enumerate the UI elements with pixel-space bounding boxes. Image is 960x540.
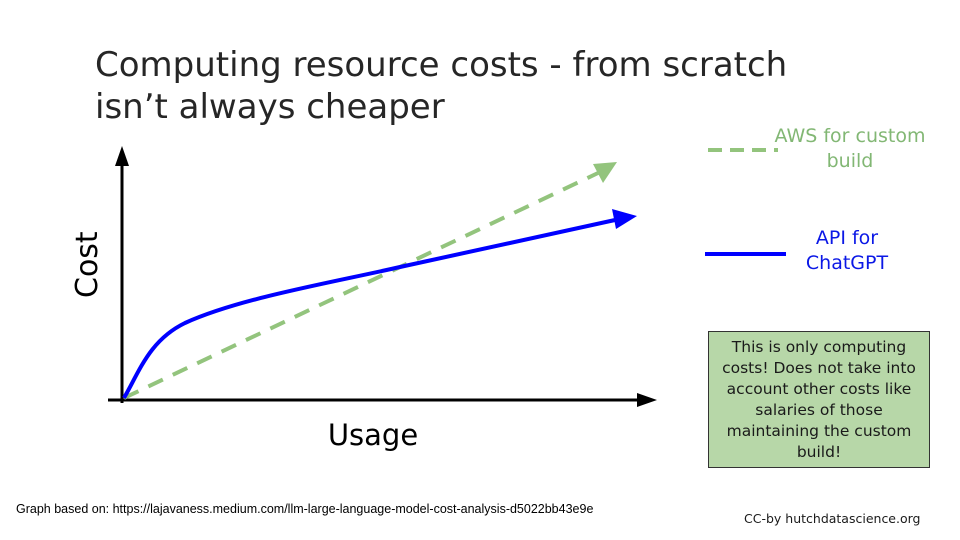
legend-api-label: API for ChatGPT	[782, 226, 912, 276]
aws-series-arrowhead	[593, 162, 617, 183]
x-axis-arrowhead	[637, 393, 657, 407]
y-axis-label: Cost	[70, 231, 105, 298]
api-series-line	[122, 218, 616, 399]
legend-aws-line-1: AWS for custom	[774, 125, 926, 147]
legend-aws-line-2: build	[826, 150, 874, 172]
slide-title-line-1: Computing resource costs - from scratch	[95, 45, 788, 85]
x-axis-label: Usage	[327, 418, 419, 452]
legend-aws-label: AWS for custom build	[770, 124, 930, 174]
credit-text: CC-by hutchdatascience.org	[744, 511, 921, 526]
note-box: This is only computing costs! Does not t…	[708, 331, 930, 468]
legend-api-line-1: API for	[815, 227, 879, 249]
aws-series-line	[123, 171, 599, 400]
slide-title-line-2: isn’t always cheaper	[95, 87, 445, 127]
slide-title: Computing resource costs - from scratch …	[95, 44, 855, 128]
note-text: This is only computing costs! Does not t…	[722, 337, 916, 461]
source-citation: Graph based on: https://lajavaness.mediu…	[16, 502, 594, 516]
legend-api-line-2: ChatGPT	[805, 252, 889, 274]
api-series-arrowhead	[612, 209, 637, 229]
y-axis-arrowhead	[115, 146, 129, 166]
